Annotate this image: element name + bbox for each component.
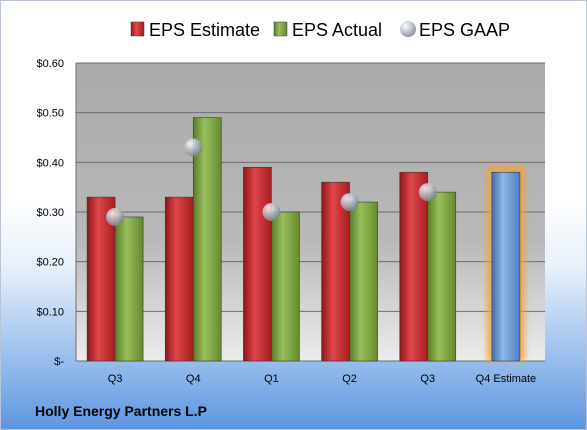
y-tick-label: $0.30 xyxy=(36,207,64,219)
y-tick-label: $- xyxy=(54,356,64,368)
q4-estimate-bar xyxy=(491,171,521,362)
y-tick-label: $0.10 xyxy=(36,306,64,318)
eps-estimate-bar xyxy=(399,171,429,362)
x-axis: Q3 Q4 Q1 Q2 Q3 Q4 Estimate xyxy=(108,373,536,385)
eps-actual-bar xyxy=(427,191,457,362)
eps-estimate-bar xyxy=(243,167,272,362)
x-tick-label: Q2 xyxy=(342,373,357,385)
x-tick-label: Q3 xyxy=(420,373,435,385)
y-tick-label: $0.40 xyxy=(36,157,64,169)
x-tick-label: Q1 xyxy=(264,373,279,385)
eps-gaap-marker xyxy=(418,183,437,202)
eps-estimate-bar xyxy=(164,196,194,362)
x-tick-label: Q4 xyxy=(186,373,201,385)
x-tick-label: Q4 Estimate xyxy=(476,373,537,385)
eps-actual-bar xyxy=(192,117,222,362)
legend-gaap-marker xyxy=(400,21,416,37)
legend-label: EPS GAAP xyxy=(419,20,510,40)
eps-estimate-bar xyxy=(321,181,350,362)
gaap-markers xyxy=(106,138,437,226)
gridlines xyxy=(75,62,545,362)
y-axis: $0.60 $0.50 $0.40 $0.30 $0.20 $0.10 $- xyxy=(36,58,64,368)
bars xyxy=(86,117,525,362)
eps-gaap-marker xyxy=(262,203,281,221)
eps-gaap-marker xyxy=(106,207,125,226)
company-name: Holly Energy Partners L.P xyxy=(35,403,207,419)
x-tick-label: Q3 xyxy=(108,373,123,385)
y-tick-label: $0.20 xyxy=(36,257,64,269)
eps-gaap-marker xyxy=(340,193,359,212)
legend-label: EPS Estimate xyxy=(149,20,260,40)
legend-actual-swatch xyxy=(273,21,288,37)
y-tick-label: $0.50 xyxy=(36,108,64,120)
eps-actual-bar xyxy=(271,211,300,362)
legend-label: EPS Actual xyxy=(292,20,382,40)
y-tick-label: $0.60 xyxy=(36,58,64,70)
eps-gaap-marker xyxy=(184,138,203,157)
eps-actual-bar xyxy=(114,216,144,362)
legend-estimate-swatch xyxy=(130,21,145,37)
legend: EPS Estimate EPS Actual EPS GAAP xyxy=(130,20,510,40)
eps-actual-bar xyxy=(349,201,378,362)
